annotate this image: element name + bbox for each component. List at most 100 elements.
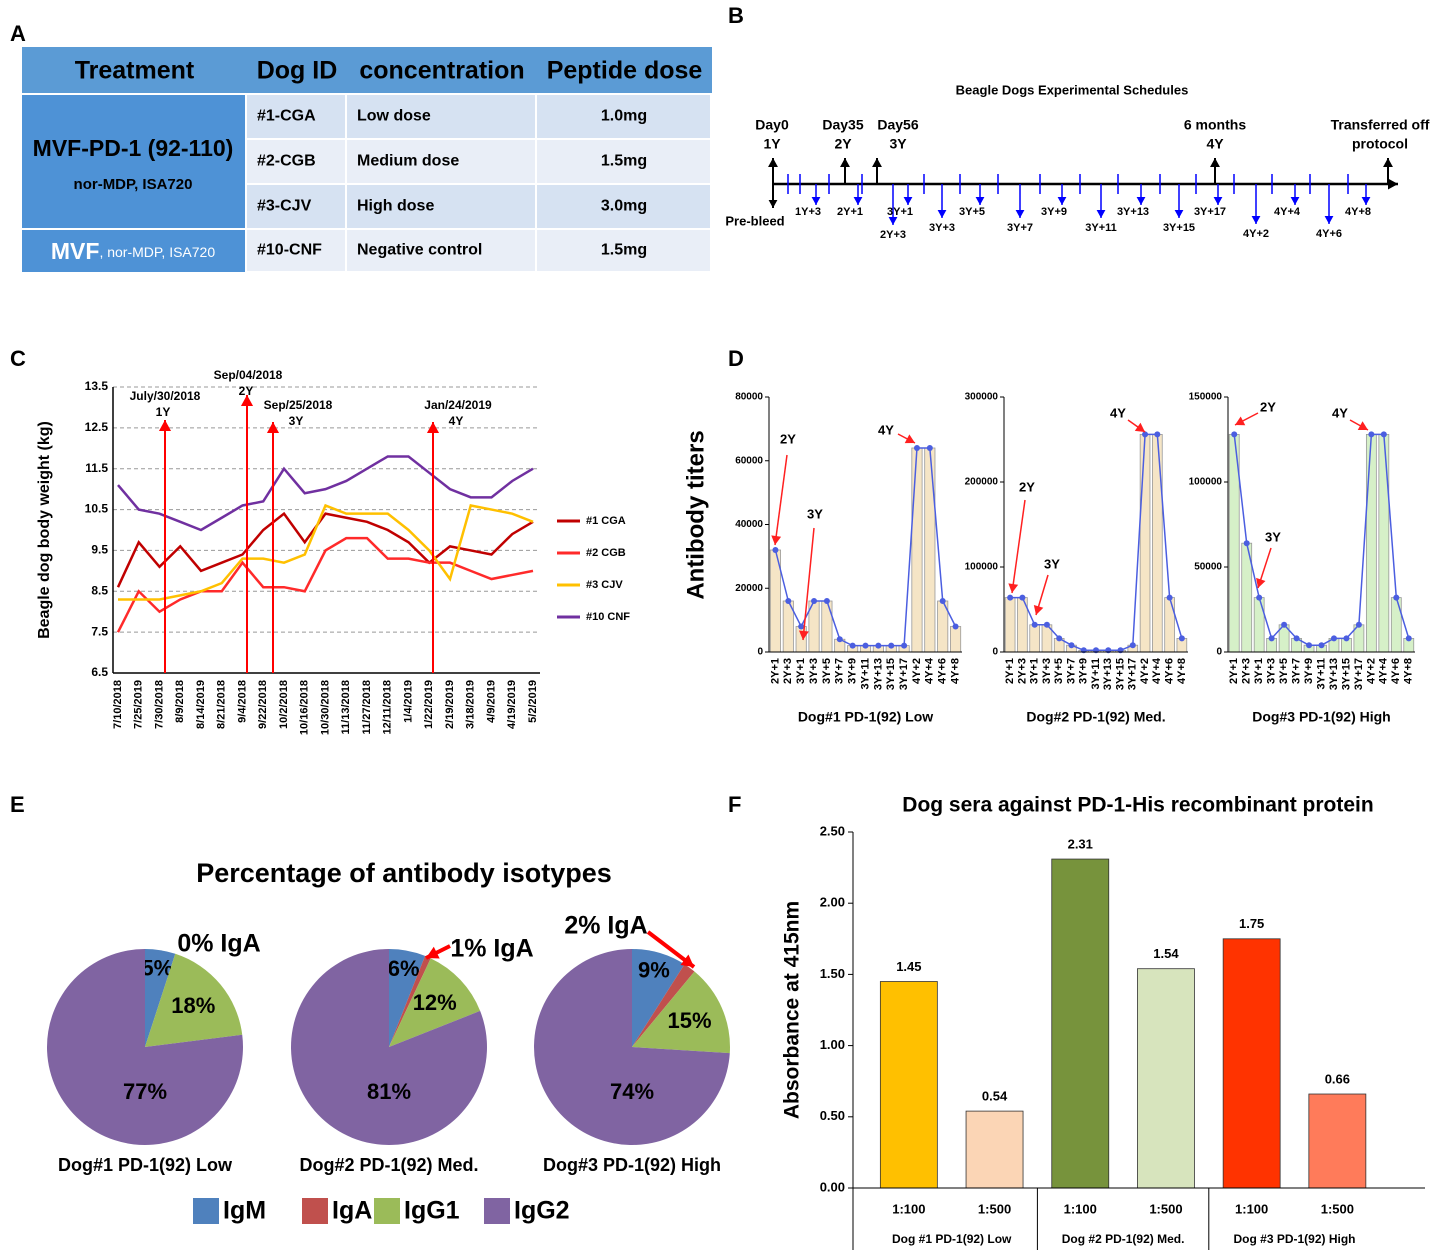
x-tick-label: 1:500 [1321,1201,1354,1216]
series-point [875,642,882,649]
table-cell-part: MVF [51,238,100,264]
table-cell: 3.0mg [601,198,647,215]
arrow-head [1134,422,1145,432]
chart-title: Percentage of antibody isotypes [196,858,612,888]
series-point [926,445,933,451]
table-cell-bg [247,185,345,228]
annotation: 4Y [878,422,894,437]
y-tick-label: 13.5 [85,379,109,393]
panel-label: A [10,21,26,46]
table-cell-bg [537,230,710,271]
data-label: 1.75 [1239,916,1264,931]
arrow-head [937,210,947,218]
y-tick-label: 100000 [965,562,999,573]
pie-slice [145,953,243,1047]
data-label: 77% [123,1079,167,1104]
arrow-head [1361,197,1371,205]
legend-label: IgG1 [404,1197,460,1225]
x-tick-label: 3Y+9 [1078,658,1090,684]
annotation: 4Y [449,414,464,428]
data-label: 5% [141,955,173,980]
data-label: 18% [171,993,215,1018]
x-tick-label: 3Y+15 [1340,658,1352,690]
data-label: 12% [413,990,457,1015]
arrow-head [853,197,863,205]
arrow-head [158,420,172,431]
arrow-head [1251,216,1261,224]
bar [1378,433,1390,653]
y-tick-label: 12.5 [85,420,109,434]
series-point [1154,431,1161,438]
table-cell: MVF, nor-MDP, ISA720 [51,238,215,264]
series-point [1056,635,1063,642]
table-cell: #10-CNF [257,242,322,259]
series-point [1293,635,1300,642]
series-point [811,598,818,604]
data-label: 0% IgA [177,930,260,958]
table-group-cell [22,95,245,228]
x-tick-label: 2/19/2019 [444,680,456,729]
annotation: Sep/04/2018 [214,368,283,382]
table-cell: #1-CGA [257,108,316,125]
x-tick-label: 11/27/2018 [361,680,373,734]
bleed-label: 3Y+1 [887,206,913,218]
panel-label: C [10,346,26,371]
bleed-label: 4Y+4 [1274,206,1301,218]
legend-swatch [374,1198,400,1224]
table-cell-bg [537,95,710,138]
series-line [118,503,534,601]
y-tick-label: 2.50 [820,823,845,838]
arrow-head [798,630,809,640]
bleed-label: 4Y+2 [1243,228,1269,240]
series-point [1231,431,1238,438]
x-tick-label: 2Y+3 [782,658,794,684]
arrow-head [426,422,440,433]
milestone-sub: protocol [1352,136,1408,152]
annotation: 4Y [1332,405,1348,420]
x-tick-label: 3Y+5 [821,658,833,684]
pie-slice [632,971,731,1054]
series-point [798,623,805,630]
y-tick-label: 40000 [735,519,763,530]
y-tick-label: 0.00 [820,1179,845,1194]
series-point [1368,431,1375,438]
x-tick-label: 9/4/2018 [236,680,248,723]
bar [1004,597,1016,653]
pie-slice [389,955,431,1047]
arrow-head [771,535,782,545]
y-tick-label: 100000 [1189,477,1223,488]
y-tick-label: 300000 [965,392,999,403]
x-tick-label: 10/2/2018 [278,680,290,729]
pie-caption: Dog#2 PD-1(92) Med. [299,1155,478,1175]
table-cell: #2-CGB [257,153,316,170]
x-tick-label: 2Y+3 [1016,658,1028,684]
pie-caption: Dog#1 PD-1(92) Low [58,1155,233,1175]
data-label: 1% IgA [450,935,533,963]
pie-slice [534,949,730,1145]
series-point [1330,635,1337,642]
x-tick-label: 3/18/2019 [465,680,477,729]
series-point [1281,621,1288,628]
series-point [1405,635,1412,642]
pie-slice [46,949,243,1145]
pie-caption: Dog#3 PD-1(92) High [543,1155,721,1175]
schedule-title: Beagle Dogs Experimental Schedules [956,82,1189,97]
x-axis-label: Dog#2 PD-1(92) Med. [1026,709,1165,725]
group-label: Dog #1 PD-1(92) Low [892,1232,1012,1246]
x-tick-label: 3Y+5 [1278,658,1290,684]
y-tick-label: 2.00 [820,895,845,910]
table-header-cell: Dog ID [257,57,338,85]
x-tick-label: 4Y+4 [1378,657,1390,684]
bar [924,447,936,653]
data-label: 1.54 [1153,946,1179,961]
milestone-sub: 3Y [889,136,907,152]
milestone-label: Day35 [822,117,863,133]
x-tick-label: 4Y+2 [1139,658,1151,684]
series-point [1068,642,1075,649]
table-cell: Negative control [357,242,482,259]
arrow-head [1383,158,1393,167]
series-point [888,642,895,649]
y-tick-label: 8.5 [91,583,108,597]
x-tick-label: 1:100 [892,1201,925,1216]
series-point [901,642,908,649]
